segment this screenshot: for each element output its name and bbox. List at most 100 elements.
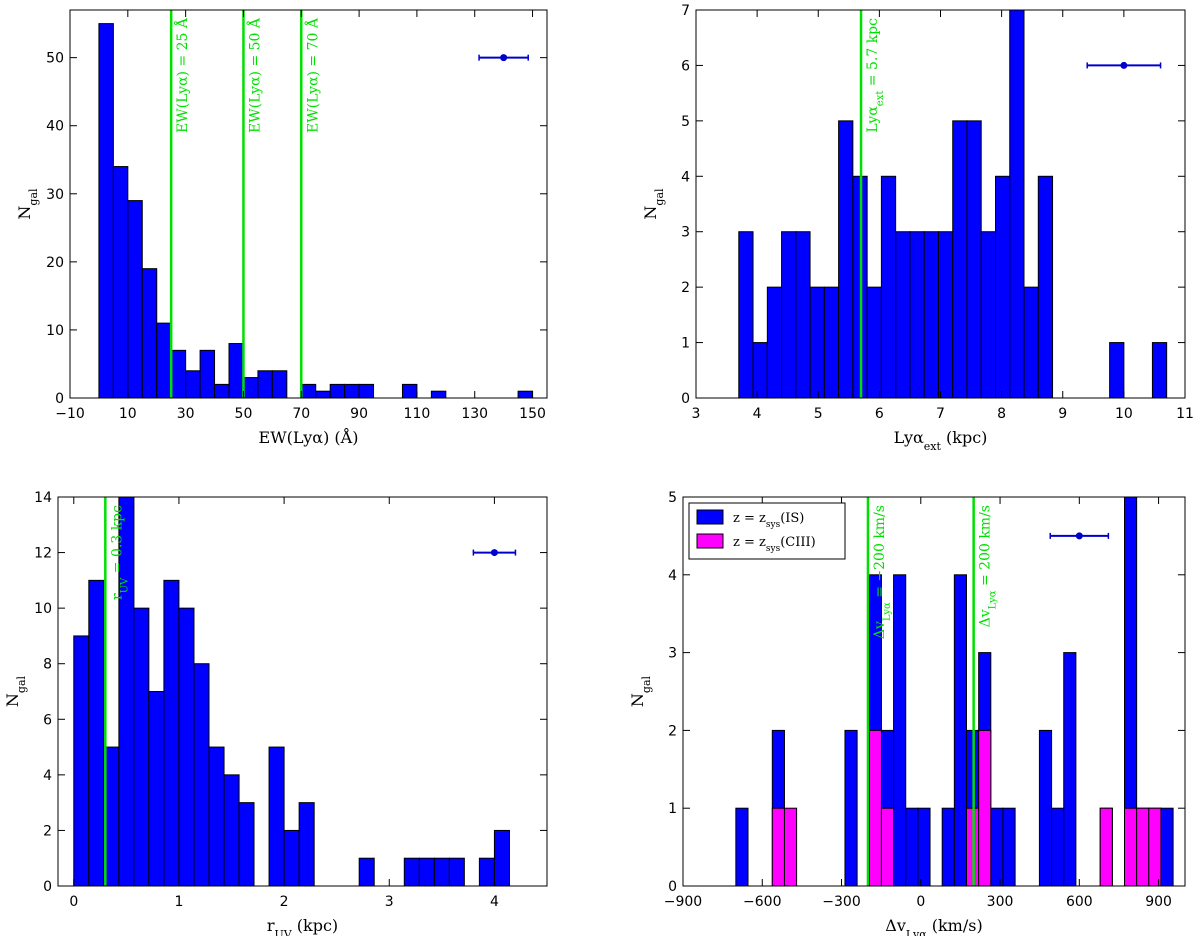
bar — [766, 286, 783, 398]
bar — [283, 829, 300, 886]
axes-frame — [69, 9, 548, 399]
errorbar — [478, 54, 529, 62]
y-axis-label: Ngal — [641, 188, 666, 220]
bar — [401, 383, 418, 398]
bar — [783, 807, 798, 886]
legend: z = zsys(IS) z = zsys(CIII) — [688, 502, 846, 560]
bar — [1160, 807, 1174, 886]
axes-frame — [682, 496, 1186, 887]
bar — [141, 268, 158, 398]
x-tick-label: 70 — [292, 406, 310, 422]
bar — [978, 729, 992, 886]
bar — [163, 579, 180, 886]
bar — [1136, 807, 1150, 886]
bar — [344, 383, 360, 398]
bar — [1099, 807, 1113, 886]
threshold-label: ΔvLyα = −200 km/s — [872, 505, 893, 639]
y-tick-label: 2 — [681, 280, 690, 296]
bar — [823, 286, 840, 398]
bar — [909, 231, 925, 398]
bar — [809, 286, 825, 398]
y-tick-label: 6 — [43, 712, 52, 728]
x-tick-label: 300 — [987, 894, 1014, 910]
x-tick-label: 130 — [461, 406, 488, 422]
bar — [966, 120, 982, 398]
bar — [844, 729, 858, 886]
panel-ew: EW(Lyα) = 25 Å EW(Lyα) = 50 Å EW(Lyα) = 70… — [15, 9, 548, 447]
x-tick-label: −10 — [55, 406, 85, 422]
bar — [98, 23, 114, 398]
x-tick-label: 50 — [235, 406, 253, 422]
plot-area — [735, 497, 1174, 886]
y-tick-label: 3 — [668, 646, 677, 662]
threshold-label: EW(Lyα) = 70 Å — [303, 17, 321, 133]
y-axis-label: Ngal — [628, 675, 653, 707]
y-tick-label: 7 — [681, 3, 690, 19]
bar — [300, 383, 317, 398]
y-tick-label: 2 — [668, 723, 677, 739]
bar — [795, 231, 811, 398]
bar — [208, 746, 225, 886]
bar — [271, 370, 288, 398]
x-tick-label: 3 — [692, 406, 701, 422]
bar — [493, 829, 510, 886]
bar — [1037, 175, 1054, 398]
y-tick-label: 30 — [46, 187, 64, 203]
y-tick-label: 14 — [34, 490, 52, 506]
bar — [1051, 807, 1065, 886]
y-axis-label: Ngal — [3, 675, 28, 707]
bar — [866, 286, 882, 398]
bar — [148, 691, 165, 886]
bar — [517, 390, 534, 398]
bar — [1123, 497, 1138, 886]
x-tick-label: 110 — [404, 406, 431, 422]
y-tick-label: 1 — [668, 801, 677, 817]
bar — [838, 120, 854, 398]
threshold-label: Lyαext = 5.7 kpc — [865, 18, 886, 133]
bar — [990, 807, 1004, 886]
legend-entry: z = zsys(IS) — [733, 511, 804, 530]
x-tick-label: −900 — [664, 894, 702, 910]
errorbar — [1049, 532, 1110, 540]
bar — [214, 383, 230, 398]
bar — [980, 231, 997, 398]
x-tick-label: 4 — [753, 406, 762, 422]
y-tick-label: 2 — [43, 823, 52, 839]
bar — [238, 802, 255, 886]
y-tick-label: 10 — [46, 323, 64, 339]
plot-area — [73, 497, 510, 886]
bar — [1038, 729, 1053, 886]
x-tick-label: 5 — [814, 406, 823, 422]
bar — [895, 231, 911, 398]
threshold-label: EW(Lyα) = 25 Å — [173, 17, 191, 133]
x-tick-label: 1 — [174, 894, 183, 910]
bar — [430, 390, 447, 398]
bar — [1002, 807, 1016, 886]
bar — [1148, 807, 1162, 886]
bar — [133, 607, 150, 886]
errorbar — [1086, 61, 1162, 69]
bar — [953, 574, 967, 886]
threshold-label: rUV = 0.3 kpc — [109, 505, 129, 600]
y-tick-label: 5 — [681, 114, 690, 130]
y-tick-label: 50 — [46, 51, 64, 67]
y-tick-label: 4 — [43, 768, 52, 784]
x-axis-label: ΔvLyα (km/s) — [885, 916, 982, 936]
y-tick-label: 4 — [668, 568, 677, 584]
bar — [298, 802, 315, 886]
y-tick-label: 0 — [43, 879, 52, 895]
bar — [403, 857, 420, 886]
bar — [937, 231, 954, 398]
bar — [752, 342, 768, 398]
x-tick-label: 30 — [177, 406, 195, 422]
x-tick-label: 90 — [350, 406, 368, 422]
bar — [418, 857, 435, 886]
y-tick-label: 0 — [55, 391, 64, 407]
x-tick-label: 3 — [385, 894, 394, 910]
bar — [905, 807, 919, 886]
x-tick-label: 9 — [1058, 406, 1067, 422]
bar — [478, 857, 495, 886]
y-tick-label: 0 — [668, 879, 677, 895]
x-axis-label: EW(Lyα) (Å) — [259, 427, 359, 447]
legend-swatch — [696, 509, 724, 525]
